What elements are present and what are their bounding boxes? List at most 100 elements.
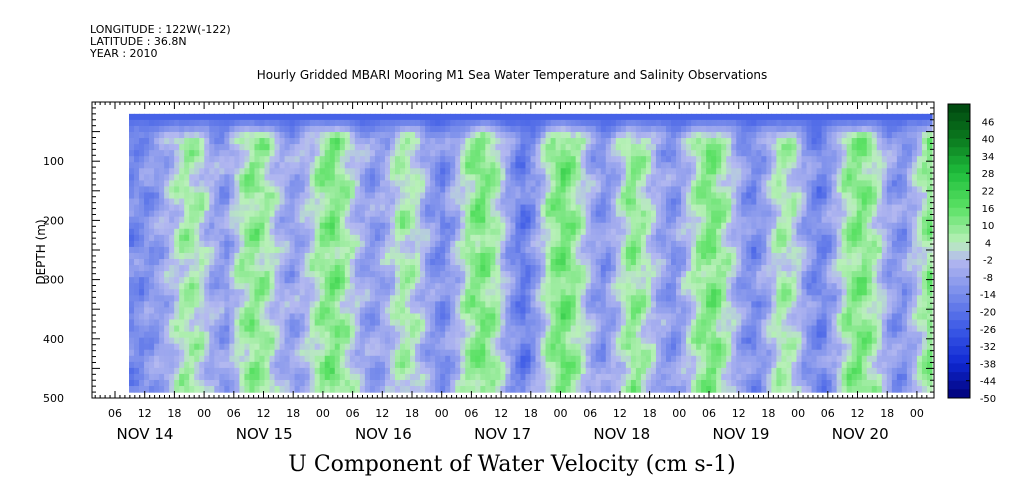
heat-cell xyxy=(445,277,451,284)
heat-cell xyxy=(605,186,612,194)
heat-cell xyxy=(510,361,517,369)
heat-cell xyxy=(359,234,366,242)
heat-cell xyxy=(590,113,597,121)
heat-cell xyxy=(655,162,662,169)
heat-cell xyxy=(570,379,577,387)
heat-cell xyxy=(244,210,251,218)
heat-cell xyxy=(555,125,562,133)
heat-cell xyxy=(550,265,557,272)
heat-cell xyxy=(415,192,421,200)
heat-cell xyxy=(405,289,411,296)
heat-cell xyxy=(149,210,155,218)
heat-cell xyxy=(309,265,316,272)
heat-cell xyxy=(650,113,657,121)
metadata-block: LONGITUDE : 122W(-122) LATITUDE : 36.8N … xyxy=(90,24,231,60)
heat-cell xyxy=(149,131,155,139)
heat-cell xyxy=(279,325,286,333)
heat-cell xyxy=(615,186,622,194)
heat-cell xyxy=(450,234,456,242)
heat-cell xyxy=(279,349,286,357)
heat-cell xyxy=(655,113,662,121)
heat-cell xyxy=(515,113,522,121)
heat-cell xyxy=(505,265,512,272)
heat-cell xyxy=(535,277,542,284)
heat-cell xyxy=(610,252,617,260)
heat-cell xyxy=(440,373,446,381)
heat-cell xyxy=(249,150,256,157)
heat-cell xyxy=(630,192,637,200)
heat-cell xyxy=(174,210,180,218)
heat-cell xyxy=(314,240,321,248)
heat-cell xyxy=(445,337,451,345)
heat-cell xyxy=(625,210,632,218)
heat-cell xyxy=(369,343,376,351)
heat-cell xyxy=(590,367,597,375)
heat-cell xyxy=(324,131,331,139)
heat-cell xyxy=(480,373,486,381)
heat-cell xyxy=(289,131,296,139)
heat-cell xyxy=(259,204,266,212)
heat-cell xyxy=(239,331,246,339)
heat-cell xyxy=(671,150,677,157)
heat-cell xyxy=(184,307,190,315)
heat-cell xyxy=(645,174,652,181)
heat-cell xyxy=(379,168,386,175)
heat-cell xyxy=(410,125,416,133)
heat-cell xyxy=(369,228,376,236)
heat-cell xyxy=(470,113,476,121)
heat-cell xyxy=(475,216,481,224)
heat-cell xyxy=(470,343,476,351)
heat-cell xyxy=(334,265,341,272)
heat-cell xyxy=(349,319,356,327)
heat-cell xyxy=(334,210,341,218)
heat-cell xyxy=(379,252,386,260)
heat-cell xyxy=(294,386,301,393)
heat-cell xyxy=(159,259,165,266)
heat-cell xyxy=(214,259,220,266)
heat-cell xyxy=(495,150,501,157)
heat-cell xyxy=(389,271,396,278)
heat-cell xyxy=(174,379,180,387)
heat-cell xyxy=(389,367,396,375)
heat-cell xyxy=(430,343,436,351)
heat-cell xyxy=(264,373,271,381)
heat-cell xyxy=(520,349,527,357)
heat-cell xyxy=(610,319,617,327)
heat-cell xyxy=(224,313,230,321)
heat-cell xyxy=(139,131,145,139)
heat-cell xyxy=(455,234,461,242)
heat-cell xyxy=(470,156,476,163)
heat-cell xyxy=(324,174,331,181)
heat-cell xyxy=(540,386,547,393)
heat-cell xyxy=(420,259,426,266)
heat-cell xyxy=(129,349,135,357)
heat-cell xyxy=(164,198,170,206)
heat-cell xyxy=(440,125,446,133)
heat-cell xyxy=(344,307,351,315)
heat-cell xyxy=(349,331,356,339)
heat-cell xyxy=(364,373,371,381)
heat-cell xyxy=(364,138,371,145)
heat-cell xyxy=(264,228,271,236)
heat-cell xyxy=(470,307,476,315)
heat-cell xyxy=(354,313,361,321)
heat-cell xyxy=(204,156,210,163)
heat-cell xyxy=(299,162,306,169)
heat-cell xyxy=(309,325,316,333)
heat-cell xyxy=(354,162,361,169)
heat-cell xyxy=(490,367,496,375)
heat-cell xyxy=(540,119,547,127)
heat-cell xyxy=(364,162,371,169)
heat-cell xyxy=(560,349,567,357)
heat-cell xyxy=(309,343,316,351)
heat-cell xyxy=(500,349,507,357)
heat-cell xyxy=(204,186,210,194)
heat-cell xyxy=(164,192,170,200)
heat-cell xyxy=(570,168,577,175)
heat-cell xyxy=(249,162,256,169)
heat-cell xyxy=(394,355,401,363)
heat-cell xyxy=(485,162,491,169)
heat-cell xyxy=(615,301,622,308)
heat-cell xyxy=(179,331,185,339)
heat-cell xyxy=(294,186,301,194)
